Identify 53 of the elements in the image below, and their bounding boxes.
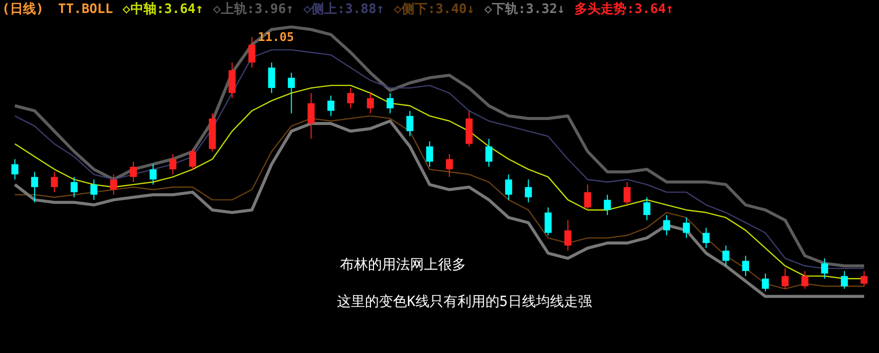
candlestick — [801, 270, 808, 290]
candlestick — [347, 87, 354, 109]
text: ◇侧上:3.88↑ — [303, 2, 384, 17]
annotation: 11.05 — [258, 30, 294, 44]
text: 多头走势:3.64↑ — [574, 1, 674, 17]
candlestick — [308, 92, 315, 140]
candlestick — [248, 36, 256, 68]
candlestick — [505, 174, 512, 200]
candlestick — [643, 196, 650, 221]
candlestick — [327, 95, 334, 116]
candlestick — [564, 220, 572, 252]
candlestick — [130, 161, 137, 183]
candlestick — [624, 182, 631, 206]
candlestick — [702, 227, 710, 249]
candlestick — [782, 268, 789, 290]
candlestick — [762, 273, 769, 292]
annotation: 布林的用法网上很多 — [340, 257, 466, 273]
candlestick — [544, 206, 552, 236]
candlestick — [90, 178, 98, 200]
chart-title: (日线) — [2, 2, 44, 17]
candlestick — [604, 194, 611, 216]
candlestick — [485, 138, 492, 168]
candlestick — [70, 176, 78, 198]
candlestick — [742, 255, 750, 277]
candlestick — [821, 258, 828, 280]
candlestick — [426, 140, 434, 168]
candlestick — [584, 184, 592, 210]
text: ◇中轴:3.64↑ — [122, 2, 204, 17]
candlestick — [663, 214, 670, 236]
candlestick — [228, 62, 236, 99]
candlestick — [366, 92, 374, 114]
candlestick — [524, 178, 532, 203]
candlestick — [189, 148, 196, 170]
candlestick — [682, 217, 690, 238]
candlestick — [288, 72, 295, 114]
candlestick — [446, 154, 453, 178]
candlestick — [386, 92, 394, 114]
series-label: ◇上轨:3.96↑ — [212, 2, 294, 17]
candlestick — [722, 245, 730, 266]
candlestick — [268, 62, 276, 94]
candlestick — [840, 270, 848, 290]
candlestick — [31, 171, 38, 203]
candlestick — [860, 270, 868, 287]
text: 这里的变色K线只有利用的5日线均线走强 — [337, 294, 592, 310]
candlestick — [406, 110, 414, 137]
text: ◇侧下:3.40↓ — [394, 2, 475, 17]
text: ◇下轨:3.32↓ — [484, 2, 566, 17]
candlestick — [150, 164, 157, 186]
text: TT.BOLL — [58, 2, 114, 17]
candlestick — [11, 158, 18, 180]
candlestick — [50, 171, 58, 193]
candlestick — [169, 154, 176, 175]
candlestick — [110, 174, 118, 196]
